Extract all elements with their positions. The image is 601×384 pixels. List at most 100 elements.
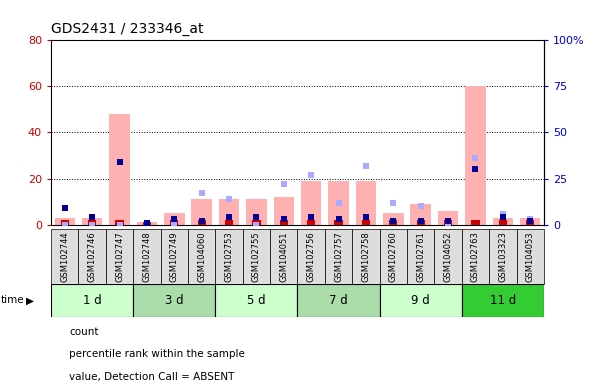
Point (388, 199, 398, 205)
Point (60, 205, 70, 211)
Point (334, 199, 343, 205)
Text: count: count (69, 327, 99, 337)
Point (307, 172, 316, 178)
Point (224, 214, 234, 220)
Text: ▶: ▶ (26, 295, 34, 306)
Bar (383, 213, 404, 225)
Text: GSM104051: GSM104051 (279, 232, 288, 282)
Point (334, 216, 343, 222)
Bar (297, 229, 325, 284)
Bar (356, 181, 376, 225)
Text: 7 d: 7 d (329, 294, 348, 307)
Bar (493, 218, 513, 225)
Bar (215, 229, 243, 284)
Text: GSM104053: GSM104053 (526, 232, 535, 282)
Bar (136, 222, 157, 225)
Bar (462, 284, 544, 317)
Point (197, 190, 207, 196)
Bar (82, 218, 102, 225)
Bar (51, 229, 79, 284)
Point (115, 159, 124, 165)
Text: GSM104052: GSM104052 (444, 232, 453, 282)
Text: GSM102756: GSM102756 (307, 232, 316, 282)
Text: time: time (1, 295, 24, 306)
Bar (380, 229, 407, 284)
Point (444, 218, 453, 224)
Bar (301, 181, 322, 225)
Bar (219, 199, 239, 225)
Bar (198, 220, 206, 225)
Bar (438, 211, 459, 225)
Point (142, 220, 151, 226)
Point (169, 216, 179, 222)
Bar (389, 220, 397, 225)
Point (416, 218, 426, 224)
Bar (462, 229, 489, 284)
Bar (252, 220, 261, 225)
Bar (334, 220, 343, 225)
Bar (61, 220, 69, 225)
Bar (160, 229, 188, 284)
Point (279, 181, 288, 187)
Text: GSM102763: GSM102763 (471, 231, 480, 282)
Point (361, 214, 371, 220)
Point (224, 196, 234, 202)
Bar (499, 220, 507, 225)
Bar (88, 220, 96, 225)
Point (498, 210, 508, 217)
Bar (106, 229, 133, 284)
Point (279, 216, 288, 222)
Point (197, 218, 207, 224)
Bar (410, 204, 431, 225)
Bar (215, 284, 297, 317)
Point (87, 222, 97, 228)
Bar (380, 284, 462, 317)
Text: GSM102755: GSM102755 (252, 232, 261, 282)
Text: 1 d: 1 d (83, 294, 102, 307)
Text: GSM103323: GSM103323 (498, 231, 507, 282)
Bar (79, 229, 106, 284)
Bar (362, 220, 370, 225)
Text: 9 d: 9 d (411, 294, 430, 307)
Bar (170, 220, 178, 225)
Bar (51, 284, 133, 317)
Bar (109, 114, 130, 225)
Text: GSM104060: GSM104060 (197, 232, 206, 282)
Bar (471, 220, 480, 225)
Bar (297, 284, 380, 317)
Text: GSM102747: GSM102747 (115, 232, 124, 282)
Text: GSM102761: GSM102761 (416, 232, 425, 282)
Point (60, 222, 70, 228)
Bar (279, 220, 288, 225)
Point (471, 166, 480, 172)
Text: GSM102753: GSM102753 (225, 232, 234, 282)
Bar (307, 220, 316, 225)
Bar (188, 229, 215, 284)
Bar (489, 229, 516, 284)
Bar (407, 229, 435, 284)
Bar (55, 218, 75, 225)
Bar (246, 199, 267, 225)
Bar (416, 220, 425, 225)
Point (471, 155, 480, 161)
Text: GSM102758: GSM102758 (361, 232, 370, 282)
Text: percentile rank within the sample: percentile rank within the sample (69, 349, 245, 359)
Point (498, 214, 508, 220)
Bar (352, 229, 380, 284)
Bar (328, 181, 349, 225)
Bar (164, 213, 185, 225)
Text: GSM102757: GSM102757 (334, 232, 343, 282)
Bar (520, 218, 540, 225)
Point (525, 216, 535, 222)
Text: GSM102748: GSM102748 (142, 232, 151, 282)
Point (444, 222, 453, 228)
Bar (133, 229, 160, 284)
Text: 11 d: 11 d (490, 294, 516, 307)
Point (142, 222, 151, 228)
Text: 5 d: 5 d (247, 294, 266, 307)
Text: 3 d: 3 d (165, 294, 183, 307)
Text: GSM102760: GSM102760 (389, 232, 398, 282)
Bar (465, 86, 486, 225)
Bar (444, 220, 452, 225)
Bar (133, 284, 215, 317)
